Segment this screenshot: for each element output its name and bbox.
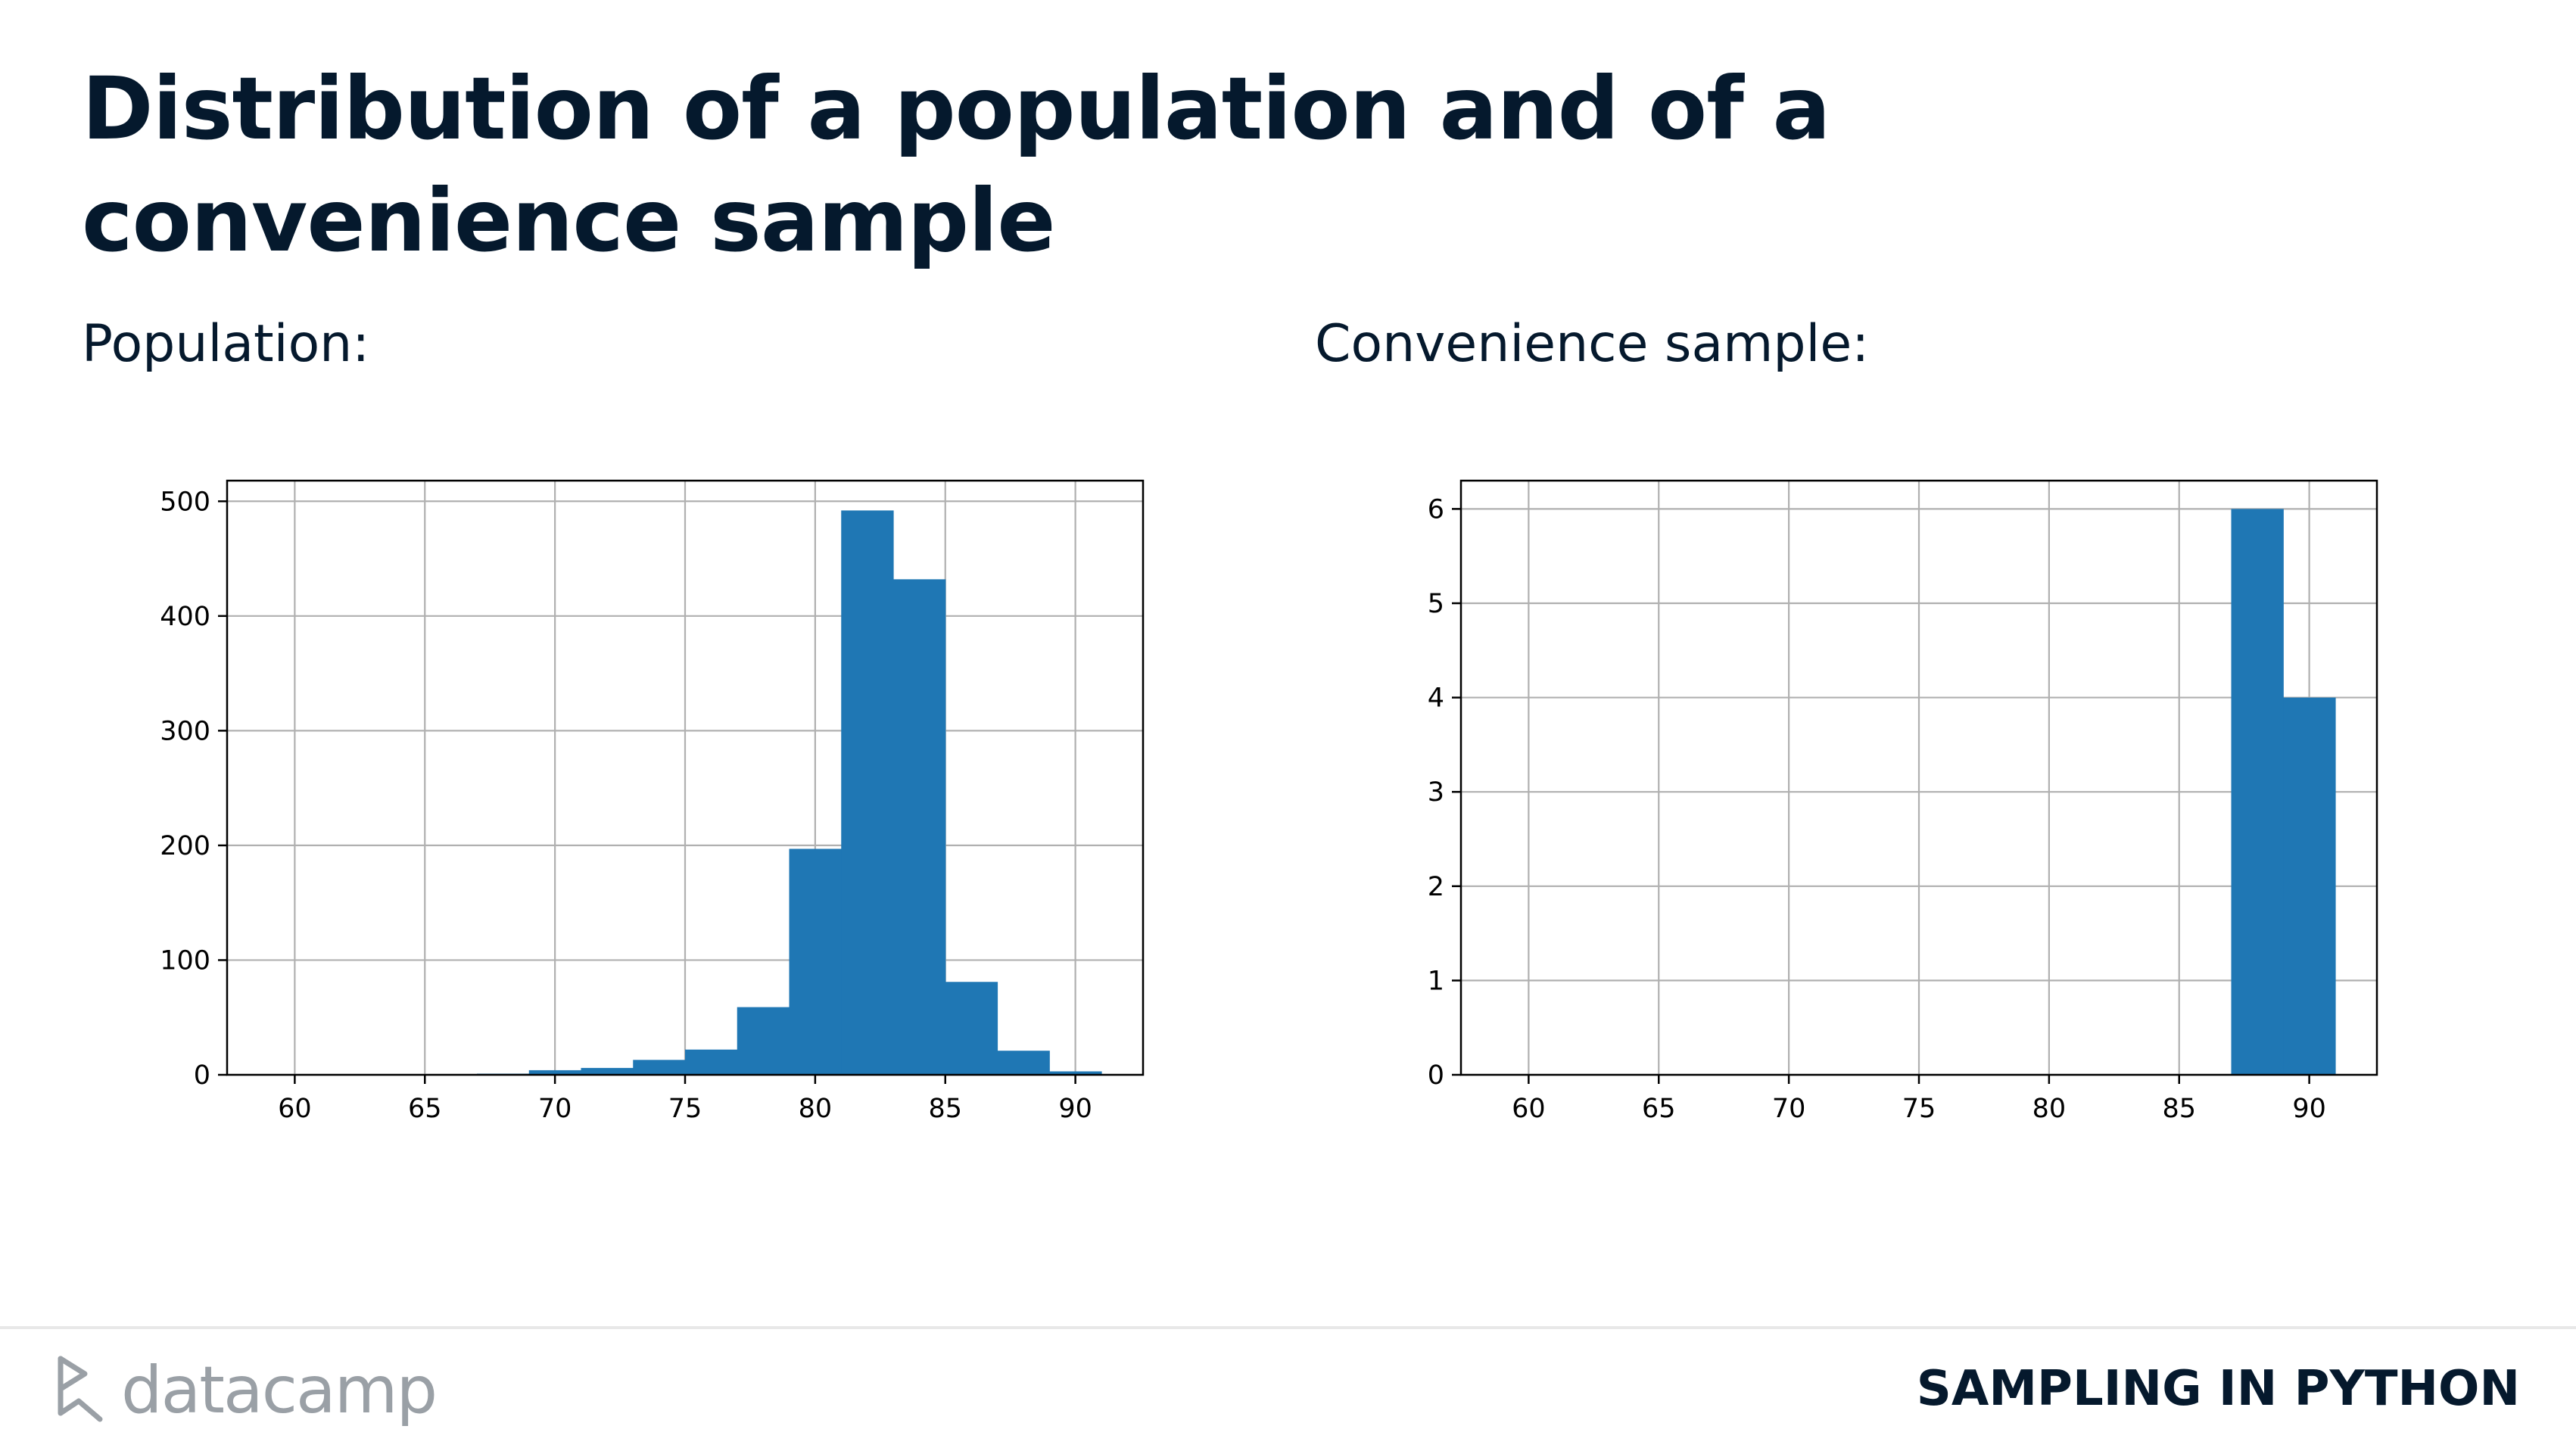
population-x-tick-label: 85 bbox=[928, 1094, 962, 1124]
population-bar bbox=[945, 982, 998, 1075]
convenience-y-tick-label: 4 bbox=[1428, 683, 1444, 714]
population-label: Population: bbox=[82, 314, 370, 374]
datacamp-logo-icon bbox=[58, 1356, 103, 1422]
population-bar bbox=[685, 1049, 738, 1075]
population-bar bbox=[841, 510, 894, 1075]
convenience-x-tick-label: 90 bbox=[2292, 1094, 2326, 1124]
population-histogram: 60 65 70 75 80 85 90 0 100 200 300 400 500 bbox=[114, 454, 1294, 1135]
convenience-sample-histogram-svg: 60 65 70 75 80 85 90 0 1 2 3 4 5 6 bbox=[1428, 479, 2378, 1124]
population-bar bbox=[893, 579, 946, 1075]
convenience-y-tick-label: 5 bbox=[1428, 589, 1444, 619]
population-y-tick-label: 300 bbox=[160, 716, 210, 746]
logo-wordmark: datacamp bbox=[121, 1353, 438, 1428]
population-x-tick-label: 80 bbox=[799, 1094, 833, 1124]
convenience-x-tick-label: 75 bbox=[1902, 1094, 1936, 1124]
population-bar bbox=[633, 1060, 686, 1075]
convenience-sample-label: Convenience sample: bbox=[1315, 314, 1870, 374]
population-x-tick-label: 90 bbox=[1058, 1094, 1092, 1124]
convenience-y-tick-label: 6 bbox=[1428, 494, 1444, 525]
convenience-bar bbox=[2283, 697, 2336, 1075]
population-bar bbox=[997, 1051, 1050, 1075]
convenience-x-tick-label: 60 bbox=[1512, 1094, 1546, 1124]
population-x-tick-label: 70 bbox=[538, 1094, 572, 1124]
population-y-tick-label: 100 bbox=[160, 945, 210, 976]
population-y-tick-label: 400 bbox=[160, 602, 210, 632]
population-y-tick-label: 500 bbox=[160, 487, 210, 517]
population-x-tick-label: 75 bbox=[668, 1094, 702, 1124]
population-bar bbox=[528, 1070, 582, 1075]
population-bar bbox=[581, 1067, 634, 1075]
footer-divider bbox=[0, 1326, 2576, 1329]
population-y-tick-label: 200 bbox=[160, 831, 210, 861]
population-bar bbox=[737, 1007, 790, 1075]
population-y-tick-label: 0 bbox=[194, 1060, 210, 1091]
datacamp-logo: datacamp bbox=[51, 1349, 438, 1432]
convenience-x-tick-label: 80 bbox=[2032, 1094, 2067, 1124]
course-name: SAMPLING IN PYTHON bbox=[1916, 1361, 2520, 1417]
convenience-y-tick-label: 3 bbox=[1428, 777, 1444, 808]
slide-title: Distribution of a population and of a co… bbox=[82, 58, 1830, 271]
population-x-tick-label: 65 bbox=[408, 1094, 442, 1124]
population-histogram-svg: 60 65 70 75 80 85 90 0 100 200 300 400 500 bbox=[160, 479, 1145, 1124]
convenience-x-tick-label: 85 bbox=[2162, 1094, 2196, 1124]
population-bar bbox=[1049, 1071, 1102, 1075]
convenience-y-tick-label: 0 bbox=[1428, 1060, 1444, 1091]
convenience-bar bbox=[2231, 509, 2284, 1075]
convenience-x-tick-label: 65 bbox=[1642, 1094, 1676, 1124]
convenience-sample-histogram: 60 65 70 75 80 85 90 0 1 2 3 4 5 6 bbox=[1347, 454, 2528, 1135]
convenience-y-tick-label: 2 bbox=[1428, 872, 1444, 902]
population-bar bbox=[789, 848, 842, 1075]
convenience-y-tick-label: 1 bbox=[1428, 966, 1444, 996]
convenience-x-tick-label: 70 bbox=[1772, 1094, 1806, 1124]
population-x-tick-label: 60 bbox=[278, 1094, 312, 1124]
